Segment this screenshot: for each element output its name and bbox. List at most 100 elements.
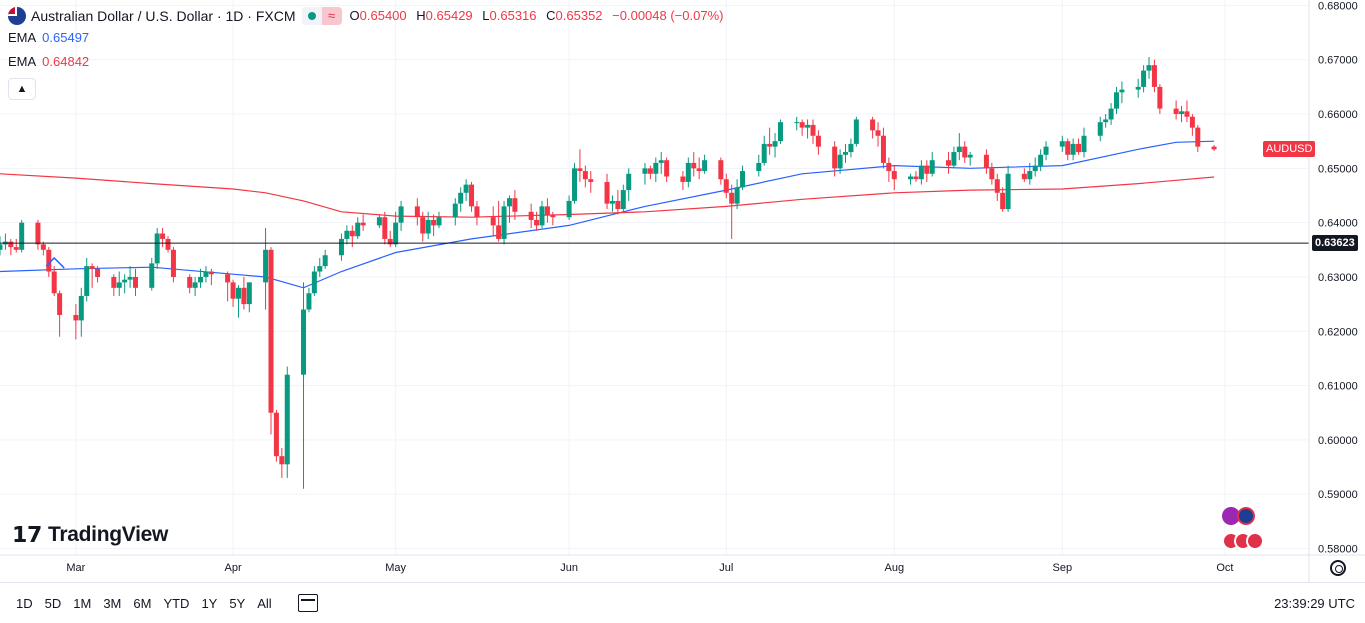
ema-fast-legend[interactable]: EMA 0.65497	[8, 26, 729, 50]
range-3m-button[interactable]: 3M	[103, 595, 122, 611]
candle-body	[1195, 127, 1201, 147]
candle-body	[458, 192, 464, 204]
candle	[127, 266, 133, 288]
candle-body	[843, 152, 849, 155]
candle	[160, 228, 166, 248]
candle-body	[116, 282, 122, 288]
candle	[301, 282, 307, 489]
candle-body	[680, 176, 686, 182]
range-all-button[interactable]: All	[257, 595, 272, 611]
candle-body	[463, 184, 469, 193]
candle	[886, 157, 892, 182]
candle-body	[647, 168, 653, 174]
candle-body	[420, 217, 426, 234]
candle	[349, 225, 355, 248]
symbol-title[interactable]: Australian Dollar / U.S. Dollar · 1D · F…	[31, 8, 296, 24]
range-5y-button[interactable]: 5Y	[229, 595, 246, 611]
low-label: L	[482, 8, 490, 23]
candle-body	[95, 268, 101, 277]
candle	[924, 160, 930, 182]
utc-clock[interactable]: 23:39:29 UTC	[1274, 595, 1355, 611]
low-value: 0.65316	[489, 8, 537, 23]
range-5d-button[interactable]: 5D	[44, 595, 62, 611]
candle	[13, 238, 19, 253]
candle-body	[767, 143, 773, 147]
candle-body	[187, 276, 193, 288]
range-ytd-button[interactable]: YTD	[163, 595, 190, 611]
candle-body	[994, 179, 1000, 193]
candle	[187, 274, 193, 294]
change-value: −0.00048 (−0.07%)	[612, 8, 724, 23]
candle	[506, 195, 512, 223]
time-tick-label: May	[385, 562, 406, 574]
candle-body	[685, 162, 691, 182]
time-tick-label: Sep	[1053, 562, 1073, 574]
candle	[1184, 100, 1190, 123]
candle-body	[46, 249, 52, 272]
collapse-legend-button[interactable]: ▲	[8, 78, 36, 100]
candle-body	[620, 190, 626, 210]
candle-body	[729, 192, 735, 204]
candle-body	[246, 282, 252, 305]
candle	[718, 157, 724, 185]
us-event-icon-3[interactable]	[1246, 532, 1264, 550]
range-1d-button[interactable]: 1D	[16, 595, 33, 611]
candle-body	[225, 274, 231, 283]
candle	[170, 247, 176, 283]
candle-body	[160, 233, 166, 239]
tradingview-logo[interactable]: 𝟭𝟳 TradingView	[12, 522, 168, 548]
candle-body	[1065, 141, 1071, 155]
candle	[273, 410, 279, 462]
candle-body	[414, 206, 420, 218]
candle-body	[924, 165, 930, 174]
candle-body	[1038, 154, 1044, 166]
candle-body	[761, 143, 767, 163]
candle	[311, 266, 317, 296]
candle	[539, 200, 545, 229]
candle-body	[0, 244, 3, 250]
lightning-event-icon[interactable]	[1222, 507, 1240, 525]
candle	[772, 133, 778, 158]
bottom-toolbar: 1D 5D 1M 3M 6M YTD 1Y 5Y All 23:39:29 UT…	[0, 582, 1365, 623]
australia-event-icon[interactable]	[1237, 507, 1255, 525]
candle	[1070, 138, 1076, 161]
candle-body	[913, 176, 919, 180]
horizontal-line-price-tag[interactable]: 0.63623	[1312, 235, 1358, 252]
gear-icon[interactable]	[1330, 560, 1346, 576]
candle-body	[1027, 171, 1033, 180]
candle-body	[301, 309, 307, 375]
candle	[51, 266, 57, 296]
candle	[149, 257, 155, 291]
candle	[550, 211, 556, 226]
candle	[740, 165, 746, 191]
candle	[989, 162, 995, 185]
candle	[393, 211, 399, 248]
candle	[913, 171, 919, 182]
candle-body	[349, 230, 355, 237]
candle-body	[268, 249, 274, 413]
candle	[815, 130, 821, 155]
ema-slow-legend[interactable]: EMA 0.64842	[8, 50, 729, 74]
calendar-icon[interactable]	[297, 594, 318, 612]
candle-body	[192, 282, 198, 288]
candle	[658, 152, 664, 174]
candle	[40, 241, 46, 256]
range-6m-button[interactable]: 6M	[133, 595, 152, 611]
candle	[566, 195, 572, 220]
candle-body	[84, 266, 90, 296]
range-1m-button[interactable]: 1M	[73, 595, 92, 611]
candle-body	[355, 222, 361, 237]
candle	[382, 211, 388, 245]
candle	[496, 200, 502, 242]
candle-body	[122, 279, 128, 283]
candle	[512, 190, 518, 220]
range-1y-button[interactable]: 1Y	[201, 595, 218, 611]
candle	[431, 214, 437, 237]
candle-body	[1211, 146, 1217, 150]
price-tick-label: 0.59000	[1318, 489, 1358, 501]
candle-body	[1114, 92, 1120, 109]
market-status-badge[interactable]: ≈	[301, 7, 342, 25]
candle-body	[127, 276, 133, 280]
candle-body	[512, 198, 518, 212]
